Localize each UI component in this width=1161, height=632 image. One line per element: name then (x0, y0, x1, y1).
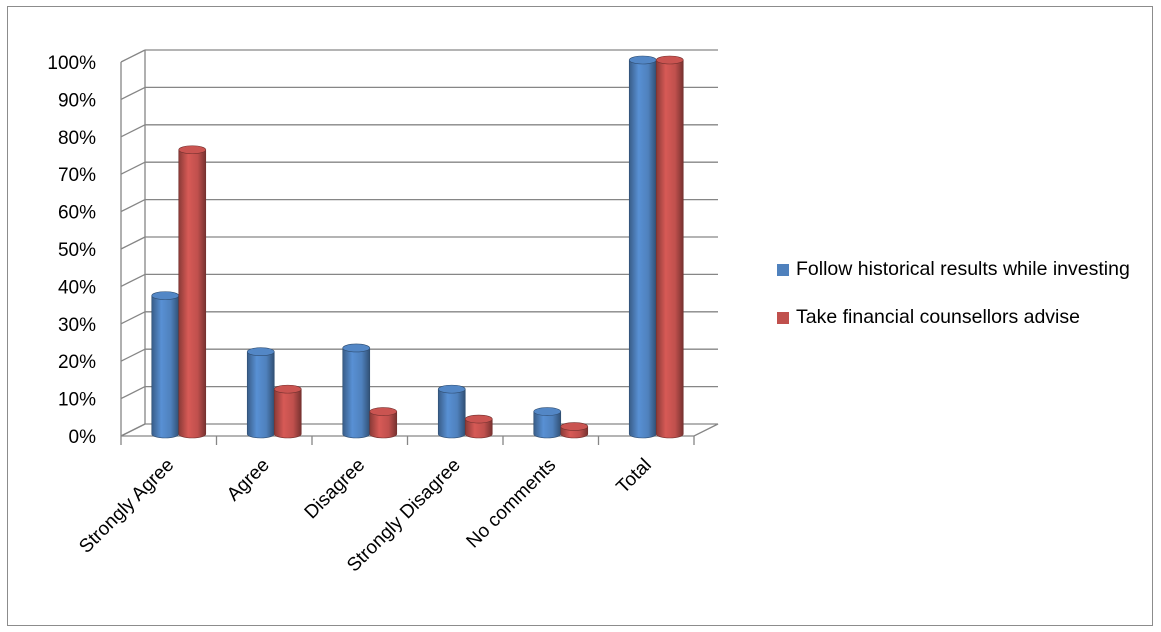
bar-body (246, 351, 275, 439)
bar-body (151, 295, 180, 439)
y-tick-label: 20% (58, 352, 96, 373)
y-tick-label: 10% (58, 390, 96, 411)
side-wall-line (120, 199, 146, 213)
bar-body (369, 411, 398, 439)
legend-swatch-series-2 (777, 312, 789, 324)
side-wall-line (120, 273, 146, 287)
side-wall-line (120, 311, 146, 325)
bar-series-2 (560, 422, 589, 439)
bar-top-cap (628, 55, 657, 65)
legend-label-series-2: Take financial counsellors advise (796, 306, 1080, 328)
bar-body (273, 388, 302, 439)
bar-top-cap (464, 414, 493, 424)
y-tick-label: 100% (47, 53, 96, 74)
bar-series-1 (533, 407, 562, 439)
side-wall-line (120, 49, 146, 63)
y-tick-label: 30% (58, 315, 96, 336)
bar-top-cap (342, 343, 371, 353)
bar-top-cap (178, 145, 207, 155)
bar-top-cap (151, 291, 180, 300)
bar-series-1 (437, 384, 466, 439)
bars (151, 55, 684, 439)
bar-series-1 (342, 343, 371, 439)
floor (120, 423, 719, 437)
gridlines (120, 49, 718, 437)
side-wall-line (120, 161, 146, 175)
side-wall-line (120, 348, 146, 362)
side-wall-line (120, 236, 146, 250)
category-label: Agree (223, 455, 274, 506)
bar-top-cap (246, 347, 275, 357)
legend: Follow historical results while investin… (774, 254, 1144, 350)
bar-series-1 (151, 291, 180, 439)
bar-body (178, 149, 207, 439)
y-tick-label: 70% (58, 165, 96, 186)
bar-body (342, 347, 371, 439)
bar-top-cap (369, 407, 398, 416)
bar-series-2 (273, 384, 302, 439)
y-tick-label: 60% (58, 203, 96, 224)
bar-series-1 (628, 55, 657, 439)
bar-series-2 (178, 145, 207, 439)
y-tick-labels: 0% 10% 20% 30% 40% 50% 60% 70% 80% 90% 100% (47, 53, 96, 448)
bar-body (437, 388, 466, 439)
bar-series-2 (464, 414, 493, 439)
side-wall-line (120, 386, 146, 400)
category-label: Disagree (301, 455, 370, 524)
side-wall-line (120, 124, 146, 138)
side-wall-line (120, 86, 146, 100)
axes (120, 50, 719, 445)
y-tick-label: 0% (69, 427, 97, 448)
legend-label-series-1: Follow historical results while investin… (796, 258, 1130, 280)
category-label: Strongly Agree (75, 455, 178, 558)
legend-item-series-2: Take financial counsellors advise (774, 302, 1144, 332)
y-tick-label: 50% (58, 240, 96, 261)
bar-series-2 (655, 55, 684, 439)
bar-top-cap (437, 384, 466, 394)
bar-top-cap (655, 55, 684, 65)
bar-body (464, 418, 493, 439)
bar-series-1 (246, 347, 275, 439)
category-label: Total (613, 455, 656, 498)
legend-swatch-series-1 (777, 264, 789, 276)
category-label: No comments (463, 455, 561, 553)
bar-top-cap (273, 384, 302, 394)
bar-top-cap (560, 422, 589, 431)
bar-top-cap (533, 407, 562, 416)
bar-body (628, 59, 657, 439)
y-tick-label: 40% (58, 277, 96, 298)
legend-item-series-1: Follow historical results while investin… (774, 254, 1144, 284)
bar-series-2 (369, 407, 398, 439)
bar-body (655, 59, 684, 439)
y-tick-label: 90% (58, 90, 96, 111)
y-tick-label: 80% (58, 128, 96, 149)
